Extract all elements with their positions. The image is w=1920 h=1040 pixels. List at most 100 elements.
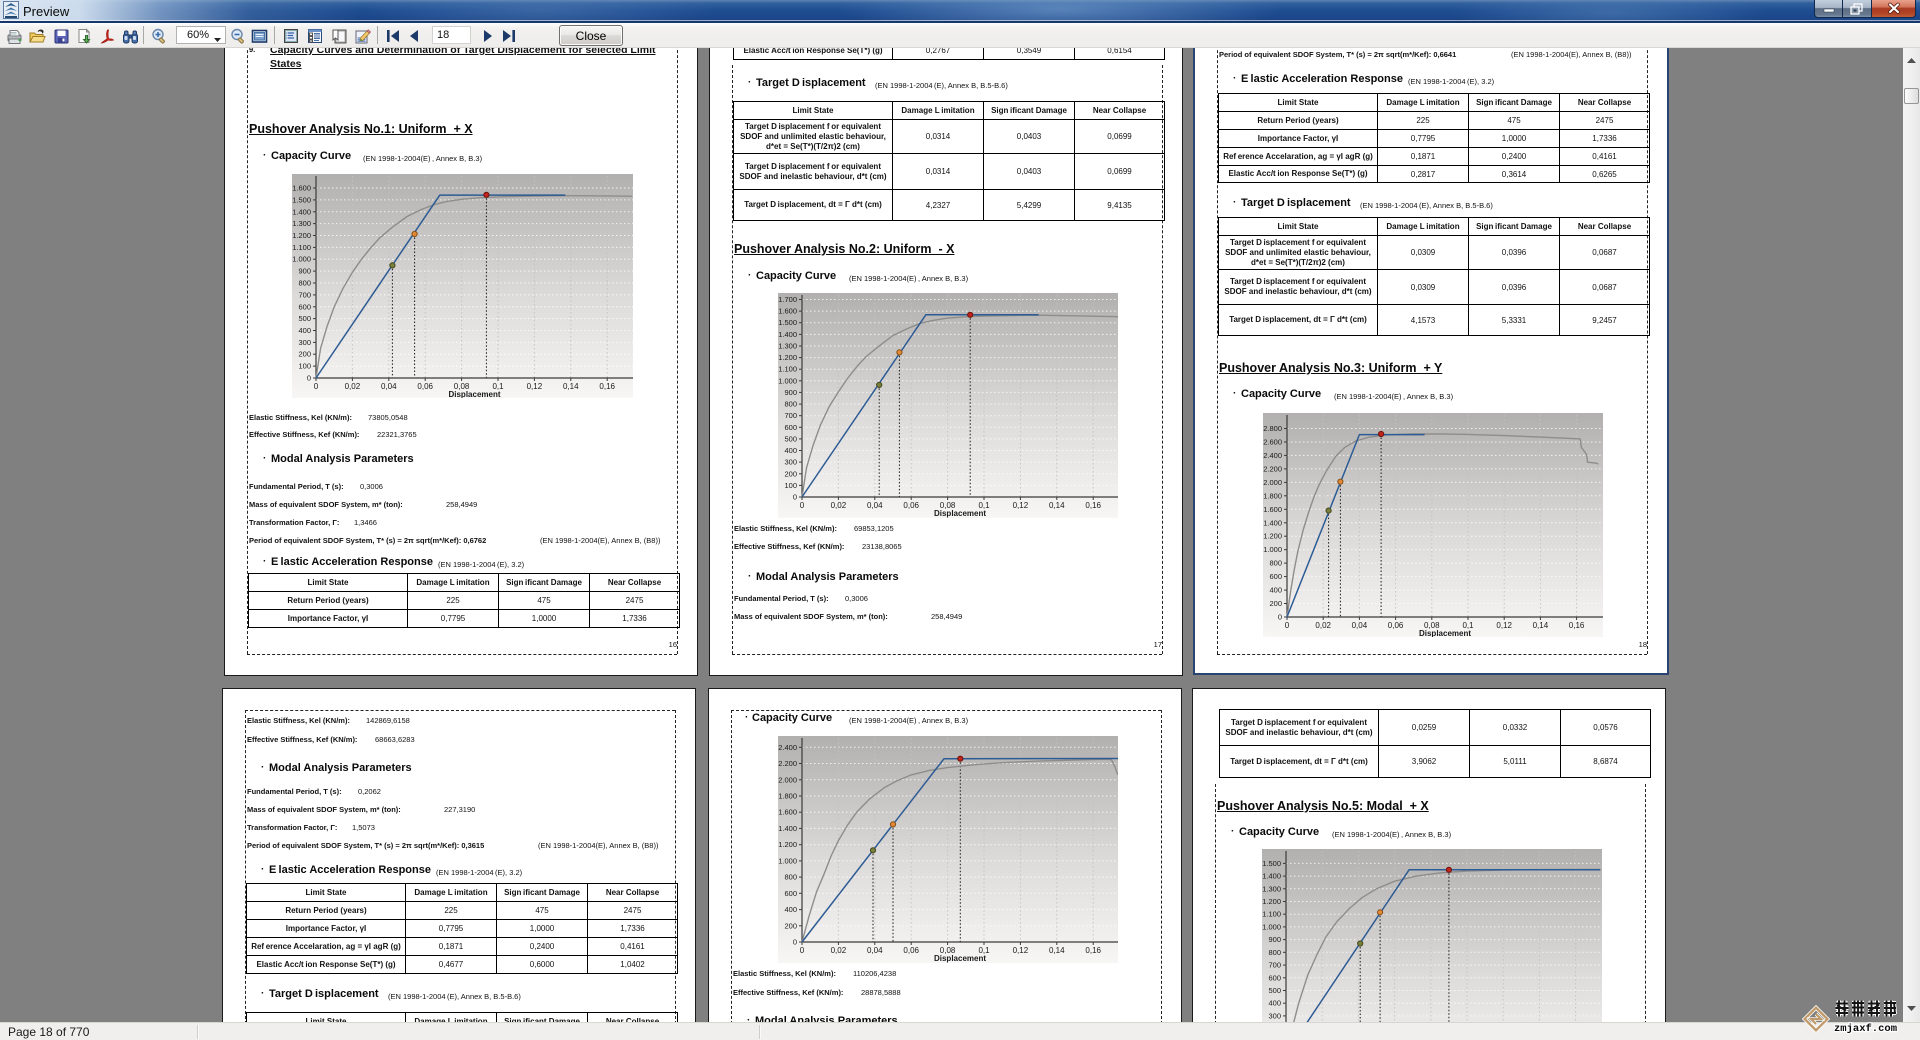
svg-text:600: 600 <box>298 302 311 311</box>
svg-text:0,08: 0,08 <box>940 501 956 510</box>
svg-text:0,02: 0,02 <box>345 382 361 391</box>
svg-text:0,1: 0,1 <box>1462 621 1474 630</box>
svg-text:200: 200 <box>298 350 311 359</box>
svg-text:Displacement: Displacement <box>934 509 986 518</box>
svg-text:1.500: 1.500 <box>292 195 311 204</box>
svg-text:600: 600 <box>1268 973 1281 982</box>
svg-text:1.200: 1.200 <box>778 840 797 849</box>
svg-text:1.200: 1.200 <box>1262 897 1281 906</box>
svg-text:1.600: 1.600 <box>1263 505 1282 514</box>
svg-text:0,04: 0,04 <box>1352 621 1368 630</box>
svg-text:0,08: 0,08 <box>454 382 470 391</box>
svg-text:1.000: 1.000 <box>1262 922 1281 931</box>
svg-text:0,16: 0,16 <box>1569 621 1585 630</box>
svg-text:2.000: 2.000 <box>778 775 797 784</box>
svg-text:0,06: 0,06 <box>903 946 919 955</box>
svg-text:700: 700 <box>298 290 311 299</box>
svg-text:600: 600 <box>784 889 797 898</box>
svg-text:2.200: 2.200 <box>1263 464 1282 473</box>
svg-text:0: 0 <box>793 938 797 947</box>
svg-text:1.300: 1.300 <box>778 342 797 351</box>
svg-text:1.400: 1.400 <box>778 824 797 833</box>
svg-text:1.000: 1.000 <box>778 856 797 865</box>
svg-text:300: 300 <box>298 338 311 347</box>
svg-text:1.100: 1.100 <box>292 243 311 252</box>
svg-text:0,1: 0,1 <box>978 946 990 955</box>
svg-text:400: 400 <box>1269 586 1282 595</box>
svg-text:Displacement: Displacement <box>448 390 500 398</box>
svg-text:0,14: 0,14 <box>1049 501 1065 510</box>
svg-text:1.000: 1.000 <box>292 255 311 264</box>
svg-text:Displacement: Displacement <box>1419 629 1471 637</box>
svg-text:1.600: 1.600 <box>778 307 797 316</box>
svg-text:0,06: 0,06 <box>417 382 433 391</box>
svg-text:1.500: 1.500 <box>778 318 797 327</box>
svg-text:0: 0 <box>1285 621 1290 630</box>
svg-text:0,08: 0,08 <box>1424 621 1440 630</box>
svg-text:1.600: 1.600 <box>292 184 311 193</box>
svg-text:1.800: 1.800 <box>778 792 797 801</box>
svg-text:1.400: 1.400 <box>1262 872 1281 881</box>
svg-text:500: 500 <box>298 314 311 323</box>
svg-text:0,14: 0,14 <box>1049 946 1065 955</box>
svg-text:0,12: 0,12 <box>1496 621 1512 630</box>
svg-text:0,1: 0,1 <box>492 382 504 391</box>
svg-text:1.100: 1.100 <box>778 365 797 374</box>
svg-text:0,08: 0,08 <box>940 946 956 955</box>
svg-text:1.800: 1.800 <box>1263 491 1282 500</box>
svg-text:0: 0 <box>314 382 319 391</box>
svg-text:0,02: 0,02 <box>831 946 847 955</box>
svg-text:100: 100 <box>784 481 797 490</box>
svg-text:0,16: 0,16 <box>599 382 615 391</box>
svg-text:400: 400 <box>784 905 797 914</box>
svg-text:0,04: 0,04 <box>381 382 397 391</box>
svg-text:1.200: 1.200 <box>778 353 797 362</box>
svg-text:1.700: 1.700 <box>778 295 797 304</box>
svg-text:0,04: 0,04 <box>867 946 883 955</box>
svg-text:2.400: 2.400 <box>1263 451 1282 460</box>
svg-text:800: 800 <box>1268 948 1281 957</box>
svg-text:2.600: 2.600 <box>1263 438 1282 447</box>
svg-text:900: 900 <box>784 388 797 397</box>
svg-text:0,06: 0,06 <box>903 501 919 510</box>
svg-text:Displacement: Displacement <box>934 954 986 963</box>
svg-text:300: 300 <box>784 458 797 467</box>
svg-text:0,02: 0,02 <box>1315 621 1331 630</box>
svg-text:0,02: 0,02 <box>831 501 847 510</box>
svg-text:500: 500 <box>784 434 797 443</box>
svg-text:0,04: 0,04 <box>867 501 883 510</box>
svg-text:400: 400 <box>1268 999 1281 1008</box>
svg-text:900: 900 <box>1268 935 1281 944</box>
svg-text:2.000: 2.000 <box>1263 478 1282 487</box>
svg-text:400: 400 <box>784 446 797 455</box>
svg-text:0,16: 0,16 <box>1085 501 1101 510</box>
svg-text:0: 0 <box>307 374 311 383</box>
svg-text:0,06: 0,06 <box>1388 621 1404 630</box>
svg-text:2.200: 2.200 <box>778 759 797 768</box>
svg-text:1.200: 1.200 <box>1263 532 1282 541</box>
svg-text:zmjaxf.com: zmjaxf.com <box>1834 1023 1897 1035</box>
svg-text:2.400: 2.400 <box>778 743 797 752</box>
svg-text:2.800: 2.800 <box>1263 424 1282 433</box>
svg-text:0,12: 0,12 <box>1013 946 1029 955</box>
svg-text:700: 700 <box>1268 961 1281 970</box>
svg-text:0,14: 0,14 <box>1533 621 1549 630</box>
svg-text:1.100: 1.100 <box>1262 910 1281 919</box>
svg-text:200: 200 <box>784 469 797 478</box>
svg-text:1.400: 1.400 <box>1263 518 1282 527</box>
svg-text:0,14: 0,14 <box>563 382 579 391</box>
svg-text:600: 600 <box>784 423 797 432</box>
svg-text:1.200: 1.200 <box>292 231 311 240</box>
svg-text:1.500: 1.500 <box>1262 859 1281 868</box>
svg-text:400: 400 <box>298 326 311 335</box>
svg-text:700: 700 <box>784 411 797 420</box>
svg-text:0: 0 <box>800 501 805 510</box>
svg-text:600: 600 <box>1269 572 1282 581</box>
svg-text:900: 900 <box>298 267 311 276</box>
svg-text:1.000: 1.000 <box>778 376 797 385</box>
svg-text:800: 800 <box>1269 559 1282 568</box>
svg-text:200: 200 <box>784 921 797 930</box>
svg-text:0,16: 0,16 <box>1085 946 1101 955</box>
svg-text:300: 300 <box>1268 1011 1281 1020</box>
svg-text:0: 0 <box>800 946 805 955</box>
